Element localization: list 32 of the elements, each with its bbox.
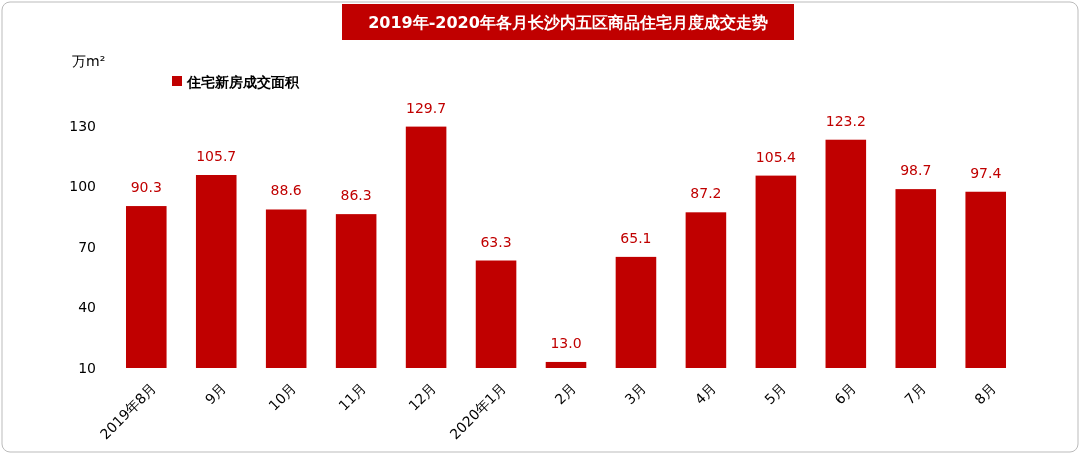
x-tick-label: 11月 xyxy=(335,379,370,414)
x-tick-label: 10月 xyxy=(265,379,300,414)
data-label: 87.2 xyxy=(690,185,722,202)
data-label: 123.2 xyxy=(825,112,866,129)
data-label: 63.3 xyxy=(480,233,512,250)
y-tick-label: 10 xyxy=(78,359,96,376)
x-tick-label: 4月 xyxy=(691,379,719,408)
legend-label: 住宅新房成交面积 xyxy=(186,73,300,90)
y-tick-label: 130 xyxy=(69,117,96,134)
data-label: 105.7 xyxy=(196,148,237,165)
y-axis-title: 万m² xyxy=(72,53,106,69)
chart-title: 2019年-2020年各月长沙内五区商品住宅月度成交走势 xyxy=(368,13,768,32)
data-label: 13.0 xyxy=(550,334,582,351)
x-tick-label: 8月 xyxy=(971,379,999,408)
x-tick-label: 12月 xyxy=(405,379,440,414)
data-label: 65.1 xyxy=(620,229,652,246)
data-label: 105.4 xyxy=(755,148,796,165)
x-tick-label: 5月 xyxy=(761,379,789,408)
x-tick-label: 2月 xyxy=(551,379,580,408)
y-tick-label: 100 xyxy=(69,178,96,195)
x-tick-label: 7月 xyxy=(901,379,929,408)
y-tick-label: 40 xyxy=(78,299,96,316)
data-label: 90.3 xyxy=(130,179,162,196)
x-tick-label: 6月 xyxy=(831,379,859,408)
data-label: 98.7 xyxy=(900,162,932,179)
data-label: 129.7 xyxy=(406,99,447,116)
y-tick-label: 70 xyxy=(78,238,96,255)
data-label: 88.6 xyxy=(270,182,302,199)
x-tick-label: 3月 xyxy=(621,379,649,408)
data-label: 97.4 xyxy=(970,164,1002,181)
data-label: 86.3 xyxy=(340,187,372,204)
x-tick-label: 9月 xyxy=(201,379,230,408)
